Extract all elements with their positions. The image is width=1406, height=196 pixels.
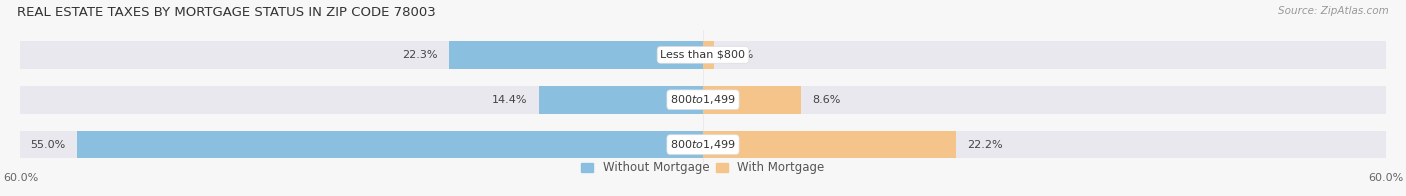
Text: REAL ESTATE TAXES BY MORTGAGE STATUS IN ZIP CODE 78003: REAL ESTATE TAXES BY MORTGAGE STATUS IN … [17, 6, 436, 19]
Bar [450, 41, 703, 69]
Text: 8.6%: 8.6% [813, 95, 841, 105]
Bar [703, 86, 801, 114]
Text: 1.0%: 1.0% [725, 50, 754, 60]
Legend: Without Mortgage, With Mortgage: Without Mortgage, With Mortgage [581, 162, 825, 174]
Bar [703, 131, 956, 159]
Bar [703, 41, 714, 69]
Text: Source: ZipAtlas.com: Source: ZipAtlas.com [1278, 6, 1389, 16]
Bar [538, 86, 703, 114]
Bar [21, 41, 1385, 69]
Bar [21, 86, 1385, 114]
Text: 55.0%: 55.0% [31, 140, 66, 150]
Bar [21, 131, 1385, 159]
Text: $800 to $1,499: $800 to $1,499 [671, 93, 735, 106]
Text: $800 to $1,499: $800 to $1,499 [671, 138, 735, 151]
Text: 14.4%: 14.4% [492, 95, 527, 105]
Text: 22.3%: 22.3% [402, 50, 437, 60]
Bar [77, 131, 703, 159]
Text: Less than $800: Less than $800 [661, 50, 745, 60]
Text: 22.2%: 22.2% [967, 140, 1002, 150]
